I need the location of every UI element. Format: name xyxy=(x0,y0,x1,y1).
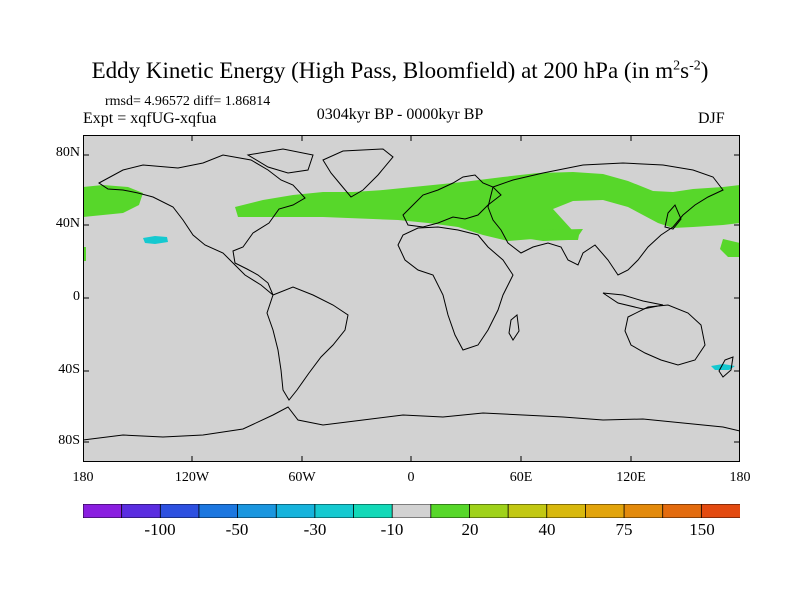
coast-asia xyxy=(487,162,724,276)
x-label-60e: 60E xyxy=(509,470,533,485)
y-label-80s: 80S xyxy=(58,433,80,448)
coast-madagascar xyxy=(508,314,520,341)
anomaly-central-pacific-east xyxy=(720,239,740,257)
colorbar-swatch xyxy=(275,504,316,518)
world-map xyxy=(83,135,740,462)
anomaly-south-asia xyxy=(513,229,583,241)
rmsd-diff-stats: rmsd= 4.96572 diff= 1.86814 xyxy=(105,94,271,109)
positive-anomaly-regions xyxy=(83,172,740,261)
colorbar-swatch xyxy=(469,504,510,518)
coast-greenland xyxy=(322,148,394,198)
coast-europe xyxy=(402,174,502,228)
anomaly-pacific-blob xyxy=(143,236,168,244)
y-label-0: 0 xyxy=(73,289,80,304)
colorbar-swatch xyxy=(623,504,664,518)
colorbar-swatch xyxy=(314,504,355,518)
colorbar-swatch xyxy=(353,504,394,518)
y-label-40s: 40S xyxy=(58,362,80,377)
y-label-80n: 80N xyxy=(55,145,80,160)
map-frame xyxy=(83,135,740,462)
colorbar-swatch xyxy=(121,504,162,518)
coast-japan xyxy=(664,204,682,230)
coast-baffin xyxy=(246,148,314,174)
colorbar-swatch xyxy=(546,504,587,518)
coast-australia xyxy=(624,304,706,366)
x-label-180w: 180 xyxy=(72,470,94,485)
anomaly-nz-blob xyxy=(711,364,735,370)
colorbar-swatch xyxy=(662,504,703,518)
anomaly-atlantic-eurasia-jet xyxy=(235,172,740,241)
coast-africa xyxy=(397,226,514,351)
colorbar-swatch xyxy=(83,504,123,518)
coastlines xyxy=(83,148,740,441)
coast-antarctica xyxy=(83,406,740,441)
coast-north-america xyxy=(98,154,306,296)
colorbar-swatch xyxy=(391,504,432,518)
colorbar-swatch xyxy=(237,504,278,518)
anomaly-north-pacific xyxy=(83,185,143,217)
colorbar-swatch xyxy=(430,504,471,518)
map-background xyxy=(83,135,740,462)
coast-new-zealand xyxy=(718,356,734,378)
colorbar xyxy=(83,504,740,518)
colorbar-label-1: -100 xyxy=(144,520,176,539)
x-label-0: 0 xyxy=(407,470,415,485)
x-label-180e: 180 xyxy=(729,470,751,485)
season-label: DJF xyxy=(698,110,725,127)
colorbar-label-4: -10 xyxy=(380,520,404,539)
colorbar-swatch xyxy=(159,504,200,518)
x-label-120w: 120W xyxy=(174,470,210,485)
colorbar-swatch xyxy=(198,504,239,518)
colorbar-label-3: -30 xyxy=(303,520,327,539)
colorbar-label-8: 150 xyxy=(689,520,715,539)
colorbar-swatch xyxy=(585,504,625,518)
colorbar-swatch xyxy=(507,504,548,518)
colorbar-label-6: 40 xyxy=(538,520,556,539)
y-label-40n: 40N xyxy=(55,216,80,231)
colorbar-label-2: -50 xyxy=(225,520,249,539)
x-label-60w: 60W xyxy=(288,470,316,485)
coast-south-america xyxy=(266,286,349,401)
colorbar-label-7: 75 xyxy=(615,520,633,539)
experiment-label: Expt = xqfUG-xqfua xyxy=(83,110,217,127)
colorbar-label-5: 20 xyxy=(461,520,479,539)
plot-title: Eddy Kinetic Energy (High Pass, Bloomfie… xyxy=(91,58,709,83)
colorbar-swatch xyxy=(700,504,740,518)
period-label: 0304kyr BP - 0000kyr BP xyxy=(316,106,484,123)
x-label-120e: 120E xyxy=(616,470,646,485)
negative-anomaly-regions xyxy=(143,236,735,370)
